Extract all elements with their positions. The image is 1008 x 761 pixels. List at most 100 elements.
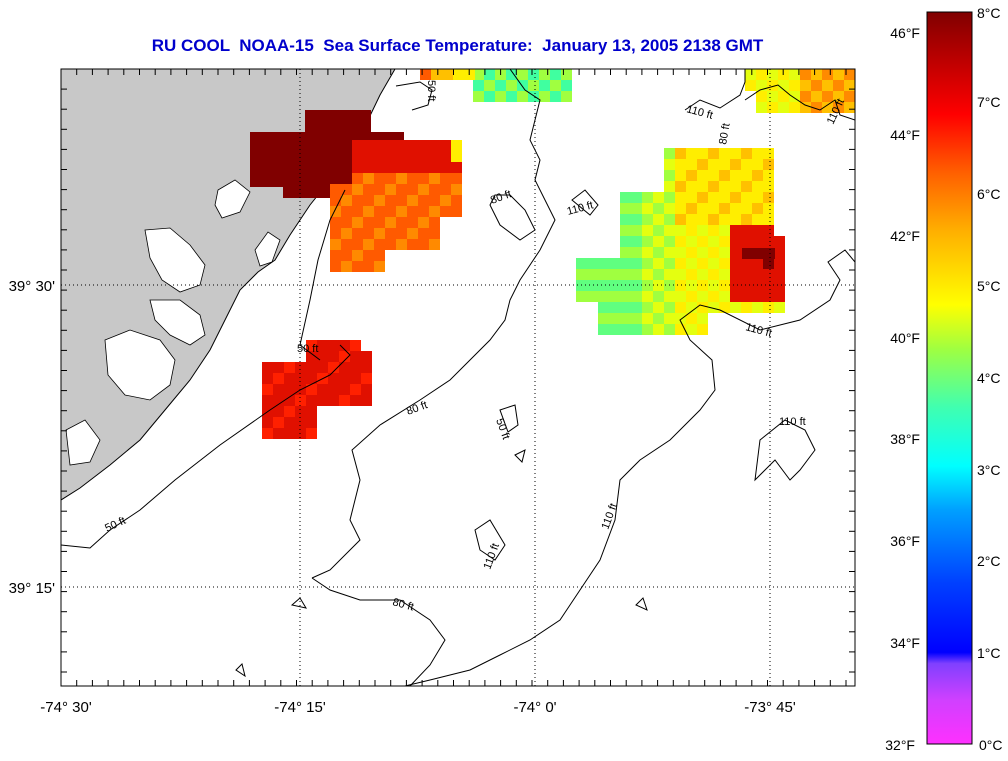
sst-cell xyxy=(609,313,620,324)
sst-cell xyxy=(708,192,719,203)
sst-cell xyxy=(506,69,517,80)
sst-cell xyxy=(341,217,352,228)
sst-cell xyxy=(708,269,719,280)
sst-cell xyxy=(778,91,789,102)
sst-cell xyxy=(752,170,763,181)
sst-cell xyxy=(686,192,697,203)
sst-cell xyxy=(363,162,374,173)
contour-label-110-d: 110 ft xyxy=(779,416,806,428)
sst-cell xyxy=(697,280,708,291)
sst-cell xyxy=(440,151,451,162)
sst-cell xyxy=(686,324,697,335)
sst-cell xyxy=(305,154,316,165)
sst-cell xyxy=(429,228,440,239)
sst-cell xyxy=(642,291,653,302)
sst-cell xyxy=(697,203,708,214)
sst-cell xyxy=(653,225,664,236)
sst-cell xyxy=(440,184,451,195)
sst-cell xyxy=(363,184,374,195)
sst-cell xyxy=(396,228,407,239)
sst-cell xyxy=(620,291,631,302)
sst-cell xyxy=(719,280,730,291)
sst-cell xyxy=(283,165,294,176)
sst-cell xyxy=(752,181,763,192)
sst-cell xyxy=(730,236,741,247)
sst-cell xyxy=(752,258,763,269)
sst-cell xyxy=(719,181,730,192)
sst-cell xyxy=(811,80,822,91)
sst-cells xyxy=(250,69,855,439)
sst-cell xyxy=(833,91,844,102)
sst-cell xyxy=(262,428,273,439)
sst-cell xyxy=(418,140,429,151)
sst-cell xyxy=(407,195,418,206)
cbar-f-34: 34°F xyxy=(890,635,920,651)
sst-cell xyxy=(440,140,451,151)
sst-cell xyxy=(339,362,350,373)
sst-cell xyxy=(407,239,418,250)
sst-cell xyxy=(330,206,341,217)
sst-cell xyxy=(382,132,393,143)
sst-cell xyxy=(697,225,708,236)
sst-cell xyxy=(697,324,708,335)
sst-cell xyxy=(420,69,431,80)
sst-cell xyxy=(763,148,774,159)
cbar-f-36: 36°F xyxy=(890,533,920,549)
sst-cell xyxy=(653,324,664,335)
sst-cell xyxy=(631,225,642,236)
sst-cell xyxy=(708,148,719,159)
sst-cell xyxy=(675,148,686,159)
sst-cell xyxy=(763,170,774,181)
sst-cell xyxy=(642,324,653,335)
sst-cell xyxy=(697,148,708,159)
sst-cell xyxy=(708,170,719,181)
sst-cell xyxy=(328,362,339,373)
sst-cell xyxy=(517,91,528,102)
sst-cell xyxy=(664,181,675,192)
sst-cell xyxy=(686,247,697,258)
sst-cell xyxy=(756,69,767,80)
sst-cell xyxy=(396,162,407,173)
sst-cell xyxy=(697,192,708,203)
sst-cell xyxy=(262,373,273,384)
sst-cell xyxy=(327,143,338,154)
sst-cell xyxy=(598,258,609,269)
sst-cell xyxy=(664,313,675,324)
sst-cell xyxy=(473,91,484,102)
sst-cell xyxy=(653,236,664,247)
sst-cell xyxy=(675,280,686,291)
sst-cell xyxy=(393,132,404,143)
sst-cell xyxy=(752,269,763,280)
sst-cell xyxy=(631,280,642,291)
sst-cell xyxy=(451,195,462,206)
sst-cell xyxy=(374,162,385,173)
lat-label-2: 39° 15' xyxy=(9,580,56,597)
sst-cell xyxy=(429,162,440,173)
sst-cell xyxy=(686,203,697,214)
sst-cell xyxy=(528,69,539,80)
sst-cell xyxy=(730,214,741,225)
sst-cell xyxy=(327,110,338,121)
sst-cell xyxy=(283,187,294,198)
sst-cell xyxy=(396,206,407,217)
sst-cell xyxy=(778,80,789,91)
sst-cell xyxy=(774,236,785,247)
sst-cell xyxy=(741,269,752,280)
sst-cell xyxy=(664,203,675,214)
sst-cell xyxy=(273,417,284,428)
sst-cell xyxy=(664,148,675,159)
cbar-f-40: 40°F xyxy=(890,330,920,346)
sst-cell xyxy=(686,225,697,236)
sst-cell xyxy=(429,173,440,184)
sst-cell xyxy=(250,176,261,187)
sst-cell xyxy=(774,291,785,302)
sst-cell xyxy=(374,250,385,261)
sst-cell xyxy=(756,91,767,102)
sst-cell xyxy=(675,170,686,181)
sst-cell xyxy=(295,395,306,406)
sst-cell xyxy=(418,195,429,206)
sst-cell xyxy=(742,248,775,259)
sst-cell xyxy=(653,214,664,225)
sst-cell xyxy=(418,151,429,162)
sst-cell xyxy=(350,351,361,362)
